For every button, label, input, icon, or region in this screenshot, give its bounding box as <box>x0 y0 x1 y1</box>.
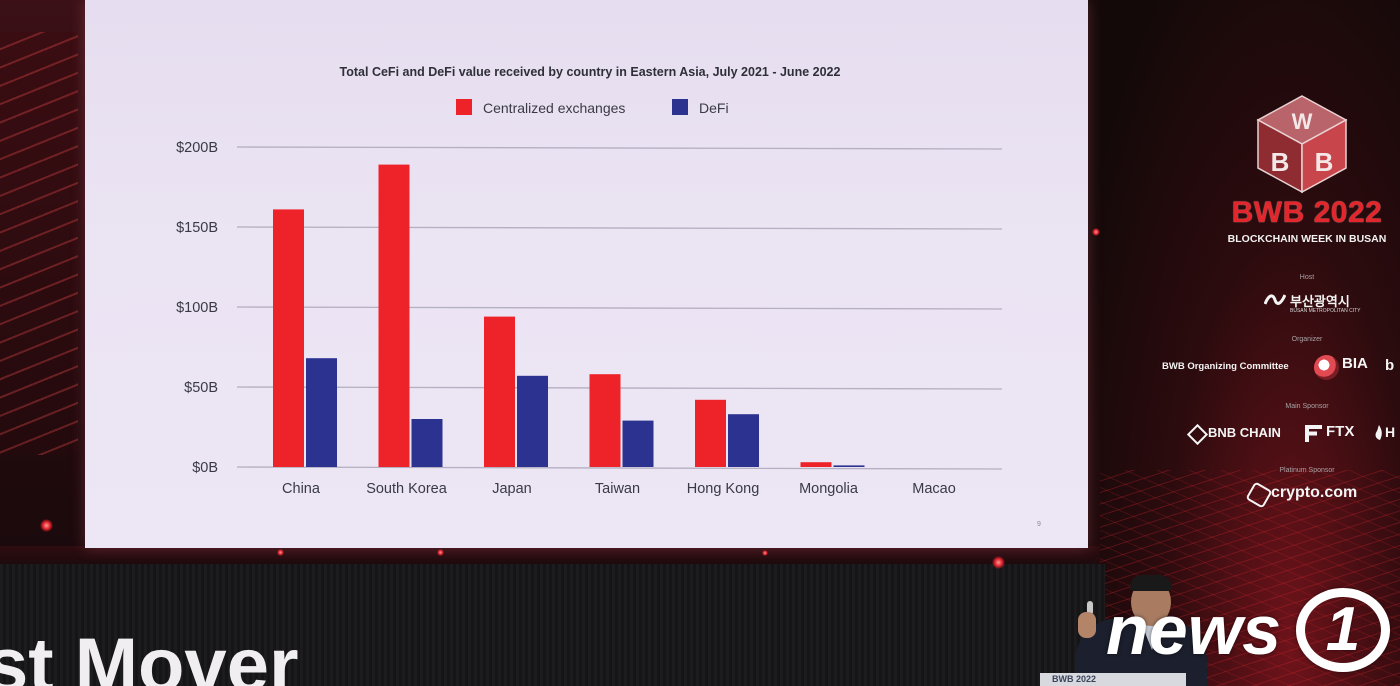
cube-right-face <box>1301 118 1347 194</box>
watermark-badge: 1 <box>1296 588 1390 672</box>
bwb-cube-logo: W B B <box>1256 95 1348 194</box>
organizer-label: Organizer <box>1291 336 1323 343</box>
busan-wave-icon <box>1264 294 1286 305</box>
slide-page-number: 9 <box>1037 521 1041 528</box>
backdrop-text: st Mover <box>0 628 299 686</box>
stage-backdrop <box>0 564 1105 686</box>
bar-defi <box>728 414 759 467</box>
stage-light <box>437 549 444 556</box>
organizer-logo-text: BIA <box>1342 355 1368 372</box>
gridline <box>236 226 1003 230</box>
bar-cefi <box>378 164 410 467</box>
stage-light <box>992 556 1005 569</box>
flame-icon <box>1375 425 1382 440</box>
host-name: 부산광역시 <box>1290 294 1350 309</box>
speaker-hand <box>1078 612 1096 638</box>
main-sponsor-bnb: BNB CHAIN <box>1208 425 1281 440</box>
platinum-sponsor-label: Platinum Sponsor <box>1279 467 1335 474</box>
x-category-label: Japan <box>492 481 532 497</box>
x-category-label: Hong Kong <box>687 481 760 497</box>
y-tick-label: $150B <box>176 220 218 236</box>
organizer-partial-logo: b <box>1385 357 1395 374</box>
ftx-icon <box>1305 425 1322 442</box>
bar-cefi <box>273 209 304 467</box>
podium-text: BWB 2022 <box>1052 674 1097 684</box>
organizer-name: BWB Organizing Committee <box>1162 361 1289 372</box>
cube-letter-top: W <box>1292 109 1313 134</box>
bar-cefi <box>695 399 726 467</box>
legend-label: DeFi <box>699 100 729 116</box>
main-sponsor-label: Main Sponsor <box>1285 403 1329 410</box>
y-tick-label: $100B <box>176 300 218 316</box>
bar-defi <box>833 465 865 467</box>
gridline <box>236 306 1003 310</box>
backdrop-text-clip: st Mover <box>0 628 300 686</box>
bia-logo-icon <box>1314 355 1339 380</box>
main-sponsor-ftx: FTX <box>1326 423 1355 440</box>
stage-light <box>277 549 284 556</box>
speaker-hair <box>1130 575 1172 591</box>
side-led-screen <box>0 32 78 455</box>
stage-light <box>40 519 53 532</box>
gridline <box>236 146 1003 150</box>
main-sponsor-partial: H <box>1385 424 1396 440</box>
y-tick-label: $0B <box>192 460 218 476</box>
bar-defi <box>306 358 337 467</box>
watermark-number: 1 <box>1325 595 1361 664</box>
podium: BWB 2022 <box>1040 673 1186 686</box>
bar-cefi <box>800 462 832 467</box>
bar-cefi <box>484 316 515 467</box>
legend-swatch-cefi <box>456 99 472 115</box>
bar-defi <box>622 420 654 467</box>
presentation-slide: Total CeFi and DeFi value received by co… <box>85 0 1088 548</box>
stage-light <box>1092 228 1100 236</box>
bar-chart: Total CeFi and DeFi value received by co… <box>176 65 1041 528</box>
screen-frame-bottom <box>0 546 1100 566</box>
x-category-label: Taiwan <box>595 481 640 497</box>
bar-defi <box>517 375 548 467</box>
legend-swatch-defi <box>672 99 688 115</box>
venue-background-right <box>1088 0 1400 686</box>
x-category-label: China <box>282 481 321 497</box>
event-name: BWB 2022 <box>1231 196 1383 229</box>
legend-label: Centralized exchanges <box>483 100 625 116</box>
cube-letter-right: B <box>1315 147 1334 177</box>
platinum-sponsor-name: crypto.com <box>1271 484 1358 501</box>
x-category-label: South Korea <box>366 481 448 497</box>
host-label: Host <box>1299 274 1315 281</box>
gridline <box>236 466 1003 470</box>
x-category-label: Mongolia <box>799 481 859 497</box>
microphone <box>1087 601 1093 615</box>
bar-defi <box>411 419 443 467</box>
x-category-label: Macao <box>912 481 956 497</box>
y-tick-label: $50B <box>184 380 218 396</box>
host-name-english: BUSAN METROPOLITAN CITY <box>1290 308 1361 314</box>
y-tick-label: $200B <box>176 140 218 156</box>
bar-cefi <box>589 374 621 467</box>
stage-light <box>762 550 768 556</box>
cube-letter-left: B <box>1271 147 1290 177</box>
event-subtitle: BLOCKCHAIN WEEK IN BUSAN <box>1227 233 1387 245</box>
chart-title: Total CeFi and DeFi value received by co… <box>340 65 841 79</box>
watermark-text: news <box>1106 591 1282 669</box>
